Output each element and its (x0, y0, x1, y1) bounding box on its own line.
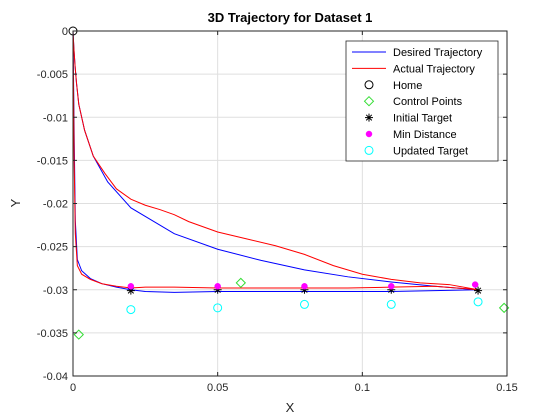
y-tick-labels: 0 -0.005 -0.01 -0.015 -0.02 -0.025 -0.03 -0.035… (37, 26, 68, 383)
legend-item-updated-target: Updated Target (364, 145, 468, 157)
legend-swatch (365, 113, 373, 122)
tick-marks (72, 30, 508, 377)
legend-swatch (364, 145, 374, 155)
initial-target-point (474, 286, 483, 295)
control-points-point (235, 277, 247, 289)
legend-item-home: Home (364, 80, 422, 92)
legend-box (345, 40, 499, 162)
legend-item-actual-trajectory: Actual Trajectory (352, 63, 475, 75)
x-tick-label: 0.15 (496, 382, 517, 394)
x-axis-label: X (286, 400, 295, 415)
legend-item-min-distance: Min Distance (365, 129, 457, 141)
star-stroke (474, 287, 482, 294)
star-stroke (365, 114, 373, 121)
y-tick-label: -0.04 (43, 371, 68, 383)
y-tick-label: -0.01 (43, 112, 68, 124)
legend-label: Updated Target (393, 145, 468, 157)
min-distance-markers (127, 281, 479, 290)
updated-target-point (386, 299, 396, 309)
min-distance-point (471, 281, 479, 288)
legend-label: Home (393, 80, 422, 92)
x-tick-labels: 0 0.05 0.1 0.15 (70, 382, 518, 394)
min-distance-point (301, 283, 308, 290)
legend-swatch (365, 130, 373, 138)
legend-swatch (364, 80, 374, 90)
updated-target-point (126, 305, 136, 315)
y-axis-label: Y (8, 198, 23, 207)
updated-target-markers (126, 297, 483, 315)
min-distance-point (214, 283, 221, 290)
legend-item-desired-trajectory: Desired Trajectory (352, 47, 483, 59)
x-tick-label: 0 (70, 382, 76, 394)
min-distance-point (127, 283, 135, 290)
legend-label: Initial Target (393, 113, 452, 125)
legend-swatch (363, 95, 375, 107)
updated-target-point (299, 299, 309, 309)
y-tick-label: -0.025 (37, 242, 68, 254)
legend-label: Control Points (393, 96, 463, 108)
legend: Desired Trajectory Actual Trajectory Home C… (345, 40, 499, 162)
x-tick-label: 0.05 (207, 382, 228, 394)
legend-label: Min Distance (393, 129, 457, 141)
legend-item-control-points: Control Points (363, 95, 463, 108)
actual-trajectory-line (72, 30, 479, 291)
min-distance-point (388, 283, 395, 290)
updated-target-point (473, 297, 483, 307)
legend-label: Actual Trajectory (393, 63, 475, 75)
y-tick-label: -0.015 (37, 155, 68, 167)
updated-target-point (213, 303, 223, 313)
x-tick-label: 0.1 (355, 382, 370, 394)
y-tick-label: -0.035 (37, 328, 68, 340)
y-tick-label: 0 (62, 26, 68, 38)
legend-label: Desired Trajectory (393, 47, 483, 59)
y-tick-label: -0.02 (43, 199, 68, 211)
legend-item-initial-target: Initial Target (365, 113, 452, 125)
y-tick-label: -0.005 (37, 69, 68, 81)
y-tick-label: -0.03 (43, 285, 68, 297)
chart-title: 3D Trajectory for Dataset 1 (208, 10, 373, 25)
